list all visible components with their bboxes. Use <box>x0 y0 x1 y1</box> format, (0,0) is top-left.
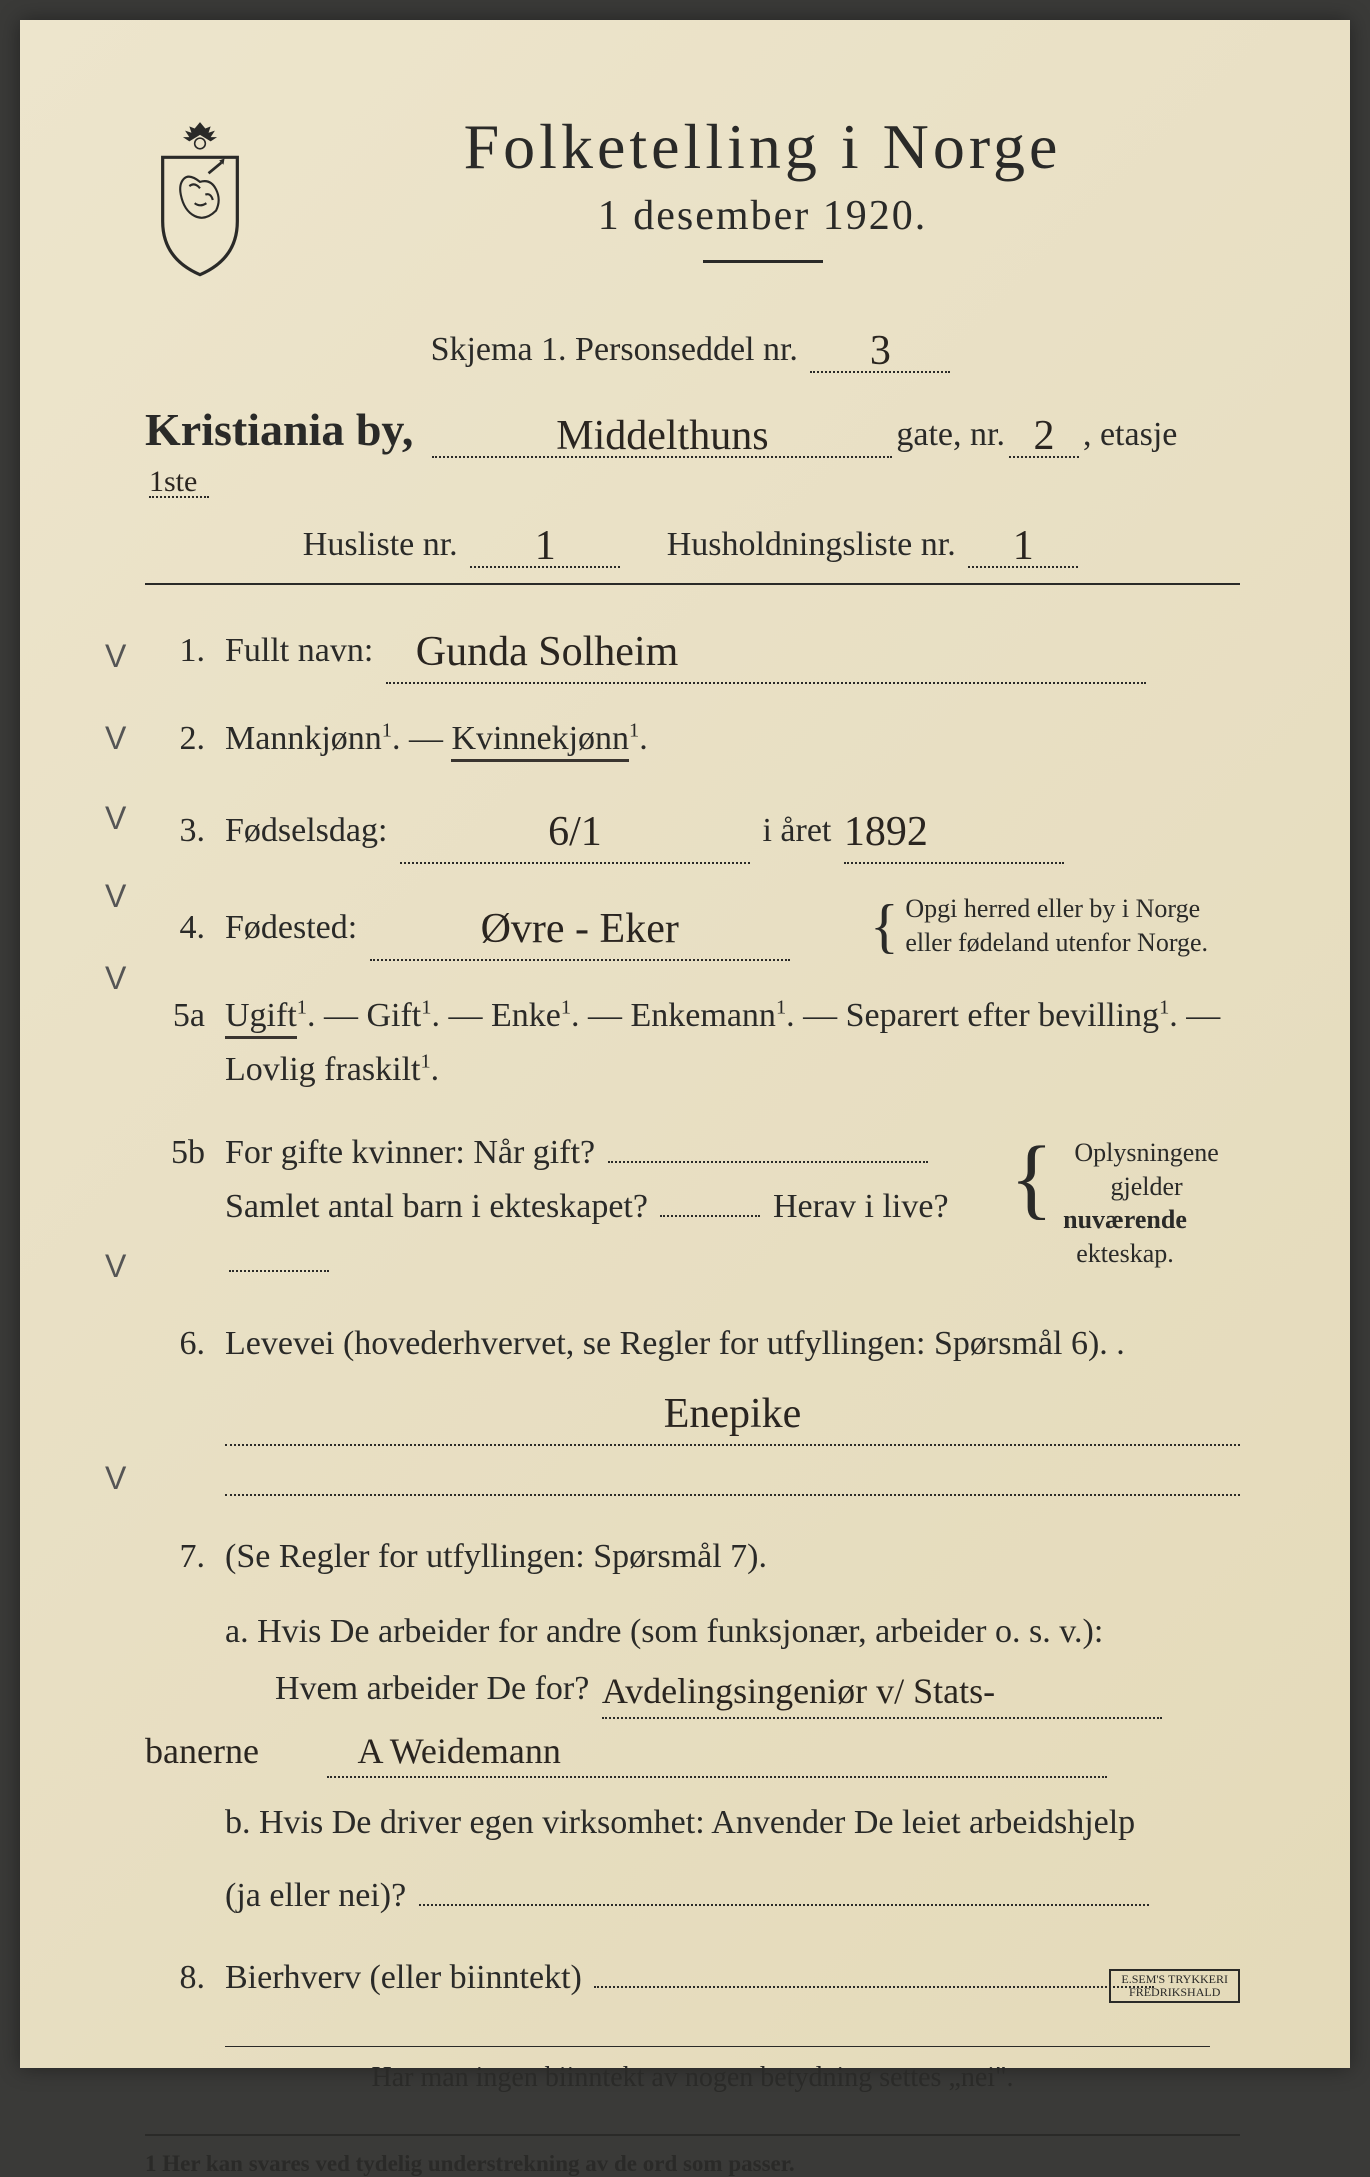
q1-row: 1. Fullt navn: Gunda Solheim <box>145 615 1240 684</box>
footnote-2: 1 Her kan svares ved tydelig understrekn… <box>145 2151 1240 2177</box>
schema-line: Skjema 1. Personseddel nr. 3 <box>145 323 1240 373</box>
q1-num: 1. <box>145 624 225 678</box>
q7-a2: Hvem arbeider De for? <box>275 1670 589 1707</box>
q8-label: Bierhverv (eller biinntekt) <box>225 1959 582 1996</box>
q5b-note1: Oplysningene <box>1074 1138 1218 1167</box>
printer-mark: E.SEM'S TRYKKERI FREDRIKSHALD <box>1109 1969 1240 2003</box>
subtitle: 1 desember 1920. <box>285 192 1240 240</box>
husliste-label: Husliste nr. <box>303 526 458 563</box>
q3-row: 3. Fødselsdag: 6/1 i året 1892 <box>145 795 1240 864</box>
q7-a1: a. Hvis De arbeider for andre (som funks… <box>225 1613 1103 1650</box>
q2-row: 2. Mannkjønn1. — Kvinnekjønn1. <box>145 712 1240 766</box>
q4-note2: eller fødeland utenfor Norge. <box>905 928 1208 957</box>
q5b-l2: Samlet antal barn i ekteskapet? <box>225 1188 648 1225</box>
gate-nr: 2 <box>1033 413 1054 459</box>
husliste-line: Husliste nr. 1 Husholdningsliste nr. 1 <box>145 518 1240 568</box>
opt-gift: Gift <box>366 997 421 1034</box>
gate-label: gate, nr. <box>896 416 1005 454</box>
arbeider-for-2: A Weidemann <box>357 1731 560 1771</box>
husliste-nr: 1 <box>535 523 556 569</box>
opt-separert: Separert efter bevilling <box>846 997 1159 1034</box>
q4-num: 4. <box>145 901 225 955</box>
husholdning-nr: 1 <box>1013 523 1034 569</box>
q7-num: 7. <box>145 1530 225 1584</box>
q8-row: 8. Bierhverv (eller biinntekt) <box>145 1951 1240 2005</box>
q6-row: 6. Levevei (hovederhvervet, se Regler fo… <box>145 1317 1240 1503</box>
divider <box>145 583 1240 585</box>
q1-label: Fullt navn: <box>225 632 373 669</box>
q5b-note2b: nuværende <box>1063 1205 1187 1234</box>
q5a-row: 5a Ugift1. — Gift1. — Enke1. — Enkemann1… <box>145 989 1240 1098</box>
opt-enke: Enke <box>491 997 561 1034</box>
q7-header: (Se Regler for utfyllingen: Spørsmål 7). <box>225 1538 767 1575</box>
husholdning-label: Husholdningsliste nr. <box>667 526 956 563</box>
main-title: Folketelling i Norge <box>285 110 1240 184</box>
arbeider-for-1: Avdelingsingeniør v/ Stats- <box>602 1671 995 1711</box>
schema-label: Skjema 1. Personseddel nr. <box>431 331 798 368</box>
q8-num: 8. <box>145 1951 225 2005</box>
etasje-label: , etasje <box>1083 416 1177 454</box>
q5b-note2: gjelder <box>1111 1172 1183 1201</box>
q5b-row: 5b For gifte kvinner: Når gift? Samlet a… <box>145 1126 1240 1289</box>
check-mark: V <box>105 1460 126 1497</box>
brace-icon: { <box>1010 1156 1053 1201</box>
q3-mid: i året <box>762 812 831 849</box>
q4-note1: Opgi herred eller by i Norge <box>905 894 1200 923</box>
title-block: Folketelling i Norge 1 desember 1920. <box>285 110 1240 298</box>
q5b-l3: Herav i live? <box>773 1188 949 1225</box>
q6-label: Levevei (hovederhvervet, se Regler for u… <box>225 1325 1125 1362</box>
opt-fraskilt: Lovlig fraskilt <box>225 1051 420 1088</box>
census-form-page: Folketelling i Norge 1 desember 1920. Sk… <box>20 20 1350 2068</box>
header: Folketelling i Norge 1 desember 1920. <box>145 110 1240 298</box>
printer-l2: FREDRIKSHALD <box>1129 1985 1220 1999</box>
etasje-val: 1ste <box>149 465 197 498</box>
footnote-1: Har man ingen biinntekt av nogen betydni… <box>145 2062 1240 2094</box>
personseddel-nr: 3 <box>870 328 891 374</box>
opt-ugift: Ugift <box>225 997 297 1039</box>
coat-of-arms-icon <box>145 120 255 280</box>
q4-label: Fødested: <box>225 909 357 946</box>
q4-row: 4. Fødested: Øvre - Eker { Opgi herred e… <box>145 892 1240 961</box>
printer-l1: E.SEM'S TRYKKERI <box>1121 1972 1228 1986</box>
brace-icon: { <box>870 911 899 941</box>
city-line: Kristiania by, Middelthuns gate, nr. 2 ,… <box>145 403 1240 498</box>
city-name: Kristiania by, <box>145 403 413 456</box>
check-mark: V <box>105 960 126 997</box>
fodselsdag: 6/1 <box>548 809 602 855</box>
q2-num: 2. <box>145 712 225 766</box>
check-mark: V <box>105 720 126 757</box>
q3-num: 3. <box>145 804 225 858</box>
q3-label: Fødselsdag: <box>225 812 387 849</box>
street-name: Middelthuns <box>556 413 768 459</box>
check-mark: V <box>105 1248 126 1285</box>
fodested: Øvre - Eker <box>481 906 679 952</box>
q5b-num: 5b <box>145 1126 225 1180</box>
q5a-num: 5a <box>145 989 225 1043</box>
sup: 1 <box>629 720 639 742</box>
levevei: Enepike <box>664 1391 802 1437</box>
q7-b2: (ja eller nei)? <box>225 1877 406 1914</box>
q5b-l1: For gifte kvinner: Når gift? <box>225 1134 595 1171</box>
check-mark: V <box>105 800 126 837</box>
q2-mann: Mannkjønn <box>225 720 382 757</box>
q5b-note3: ekteskap. <box>1076 1239 1173 1268</box>
title-rule <box>703 260 823 263</box>
q7-b1: b. Hvis De driver egen virksomhet: Anven… <box>225 1804 1135 1841</box>
footnote-divider-2 <box>145 2134 1240 2136</box>
check-mark: V <box>105 638 126 675</box>
q2-kvinne: Kvinnekjønn <box>451 720 629 762</box>
q7-row: 7. (Se Regler for utfyllingen: Spørsmål … <box>145 1530 1240 1923</box>
arbeider-for-2a: banerne <box>145 1731 259 1771</box>
fullt-navn: Gunda Solheim <box>416 629 678 675</box>
footnote-divider <box>225 2046 1210 2047</box>
opt-enkemann: Enkemann <box>631 997 776 1034</box>
q6-num: 6. <box>145 1317 225 1371</box>
fodselsar: 1892 <box>844 809 928 855</box>
sup: 1 <box>382 720 392 742</box>
check-mark: V <box>105 878 126 915</box>
